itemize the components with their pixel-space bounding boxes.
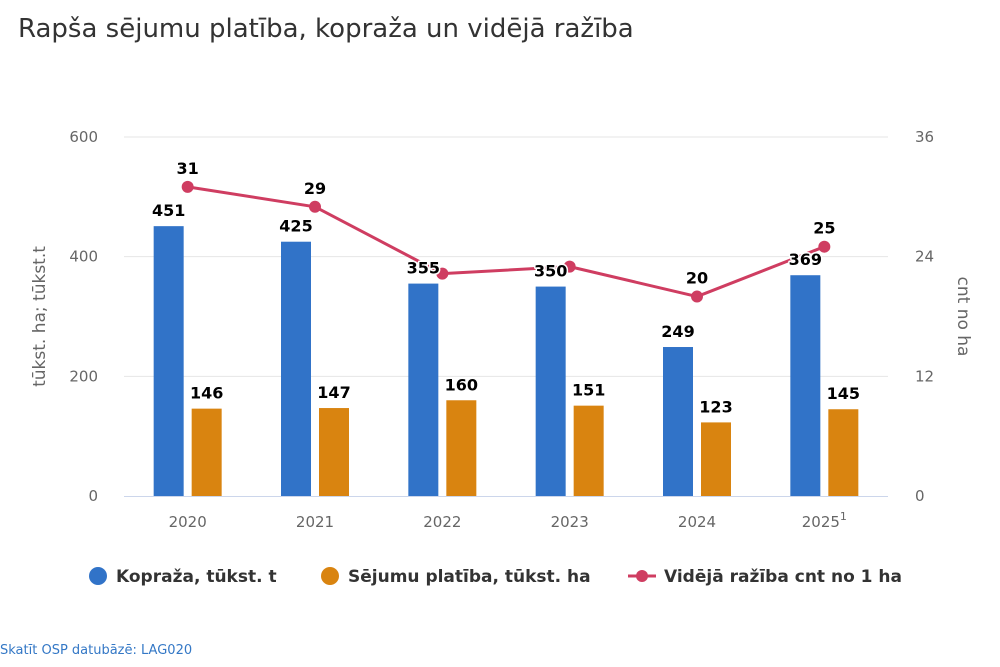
bar (573, 405, 604, 496)
bar (319, 408, 349, 496)
legend-swatch (636, 570, 648, 582)
line-path (187, 185, 825, 299)
line-data-label: 29 (304, 179, 326, 198)
bar-data-label: 123 (699, 397, 732, 416)
line-series (181, 180, 831, 303)
bar (191, 408, 222, 496)
bar (828, 409, 859, 496)
y-right-tick-label: 36 (915, 128, 934, 146)
bar (790, 275, 821, 496)
bar-data-label: 147 (317, 383, 350, 402)
axes: 0 200 400 600 0 12 24 36 tūkst. ha; tūkst.t cnt n… (30, 128, 973, 531)
bar (663, 347, 693, 496)
bar (446, 400, 477, 496)
bar-data-label: 350 (534, 262, 567, 281)
x-tick-label: 20251 (802, 510, 847, 531)
line-point (818, 240, 831, 253)
bar (281, 241, 311, 496)
bar (701, 422, 731, 496)
line-data-label: 20 (686, 269, 708, 288)
bar-data-label: 160 (445, 375, 478, 394)
data-labels: 451 425 355 350 249 369 146 147 160 151 123 145 31 29… (150, 157, 861, 418)
line-point (563, 260, 576, 273)
bar-data-label: 355 (407, 259, 440, 278)
y-left-tick-label: 400 (69, 248, 98, 266)
y-right-tick-label: 12 (915, 367, 934, 385)
chart-title: Rapša sējumu platība, kopraža un vidējā … (18, 14, 634, 44)
legend: Kopraža, tūkst. t Sējumu platība, tūkst. … (89, 567, 902, 587)
legend-swatch (89, 567, 107, 585)
line-point (436, 267, 449, 280)
x-tick-superscript: 1 (840, 510, 847, 523)
bar-data-label: 425 (279, 217, 312, 236)
line-point (309, 200, 321, 213)
x-tick-label: 2023 (551, 513, 589, 531)
y-left-tick-label: 0 (88, 487, 98, 505)
bar (153, 226, 184, 496)
legend-label[interactable]: Sējumu platība, tūkst. ha (348, 567, 591, 587)
bar-data-label: 451 (152, 201, 185, 220)
y-right-axis-title: cnt no ha (953, 277, 973, 357)
chart: 451 425 355 350 249 369 146 147 160 151 123 145 31 29… (30, 128, 973, 587)
bar-data-label: 151 (572, 381, 605, 400)
legend-label[interactable]: Vidējā ražība cnt no 1 ha (664, 567, 902, 587)
bars (153, 226, 859, 496)
y-right-tick-label: 24 (915, 248, 934, 266)
line-data-label: 25 (813, 219, 835, 238)
x-tick-label: 2022 (423, 513, 461, 531)
line-point (691, 290, 703, 303)
y-right-tick-label: 0 (915, 487, 925, 505)
x-tick-label: 2024 (678, 513, 716, 531)
bar-data-label: 369 (789, 250, 822, 269)
legend-label[interactable]: Kopraža, tūkst. t (116, 567, 277, 587)
y-left-tick-label: 600 (69, 128, 98, 146)
y-left-tick-label: 200 (69, 367, 98, 385)
x-tick-label: 2020 (169, 513, 207, 531)
bar (535, 286, 566, 496)
source-link[interactable]: Skatīt OSP datubāzē: LAG020 (0, 643, 193, 658)
bar (408, 283, 439, 496)
legend-swatch (321, 567, 339, 585)
gridlines (124, 136, 888, 377)
bar-data-label: 145 (827, 384, 860, 403)
x-tick-label: 2021 (296, 513, 334, 531)
y-left-axis-title: tūkst. ha; tūkst.t (30, 246, 50, 387)
line-data-label: 31 (177, 159, 199, 178)
bar-data-label: 146 (190, 384, 223, 403)
bar-data-label: 249 (661, 322, 694, 341)
line-point (181, 180, 194, 193)
